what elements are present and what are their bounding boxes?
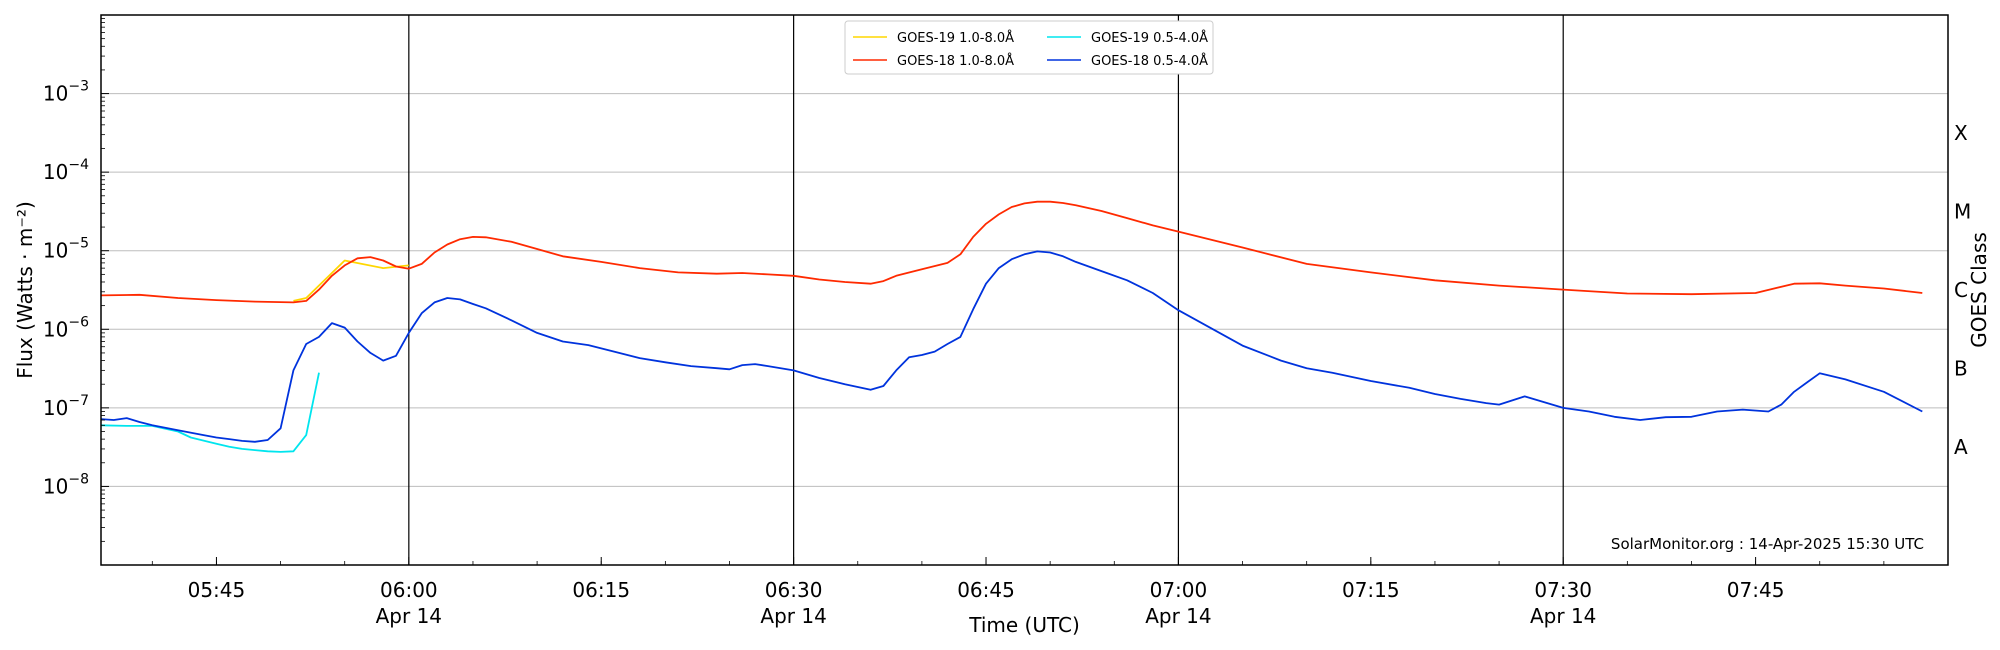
- legend-item: GOES-19 0.5-4.0Å: [1047, 30, 1208, 46]
- legend-label: GOES-19 0.5-4.0Å: [1091, 30, 1208, 46]
- x-tick-date-label: Apr 14: [376, 604, 442, 628]
- x-tick-label: 07:00: [1150, 578, 1208, 602]
- y-tick-label: 10−3: [43, 79, 89, 106]
- legend: GOES-19 1.0-8.0Å GOES-18 1.0-8.0Å GOES-19 …: [844, 20, 1214, 75]
- y-tick-label: 10−4: [43, 157, 89, 184]
- legend-label: GOES-19 1.0-8.0Å: [897, 30, 1014, 46]
- solarmonitor-credit: SolarMonitor.org : 14-Apr-2025 15:30 UTC: [1611, 535, 1924, 553]
- x-tick-label: 06:00: [380, 578, 438, 602]
- x-tick-label: 06:45: [957, 578, 1015, 602]
- x-tick-label: 06:30: [765, 578, 823, 602]
- series-line-4: [100, 250, 1923, 443]
- vertical-marker-lines: [408, 15, 1564, 565]
- legend-box: [844, 20, 1214, 75]
- series-line-1: [293, 259, 409, 302]
- x-tick-label: 07:45: [1727, 578, 1785, 602]
- goes-class-axis-title: GOES Class: [1967, 232, 1991, 348]
- x-tick-label: 05:45: [188, 578, 246, 602]
- grid-layer: [101, 93, 1948, 487]
- y-axis-title: Flux (Watts · m⁻²): [13, 201, 37, 379]
- goes-class-label: X: [1954, 121, 1968, 145]
- y-tick-label: 10−5: [43, 236, 89, 263]
- legend-item: GOES-19 1.0-8.0Å: [853, 30, 1014, 46]
- goes-class-label: B: [1954, 357, 1968, 381]
- series-line-2: [100, 200, 1923, 304]
- x-tick-date-label: Apr 14: [1530, 604, 1596, 628]
- plot-frame: [100, 14, 1949, 566]
- x-axis-title: Time (UTC): [968, 613, 1080, 637]
- x-tick-label: 07:30: [1534, 578, 1592, 602]
- y-tick-label: 10−6: [43, 314, 89, 341]
- legend-item: GOES-18 1.0-8.0Å: [853, 53, 1014, 69]
- goes-class-label: C: [1954, 278, 1968, 302]
- x-tick-date-label: Apr 14: [1145, 604, 1211, 628]
- series-line-3: [100, 372, 320, 453]
- y-tick-label: 10−8: [43, 471, 89, 498]
- series-layer: [100, 200, 1923, 453]
- legend-label: GOES-18 0.5-4.0Å: [1091, 53, 1208, 69]
- legend-label: GOES-18 1.0-8.0Å: [897, 53, 1014, 69]
- goes-class-label: M: [1954, 199, 1971, 223]
- x-tick-label: 06:15: [572, 578, 630, 602]
- goes-class-label: A: [1954, 435, 1968, 459]
- y-tick-label: 10−7: [43, 393, 89, 420]
- x-tick-date-label: Apr 14: [760, 604, 826, 628]
- legend-item: GOES-18 0.5-4.0Å: [1047, 53, 1208, 69]
- x-tick-label: 07:15: [1342, 578, 1400, 602]
